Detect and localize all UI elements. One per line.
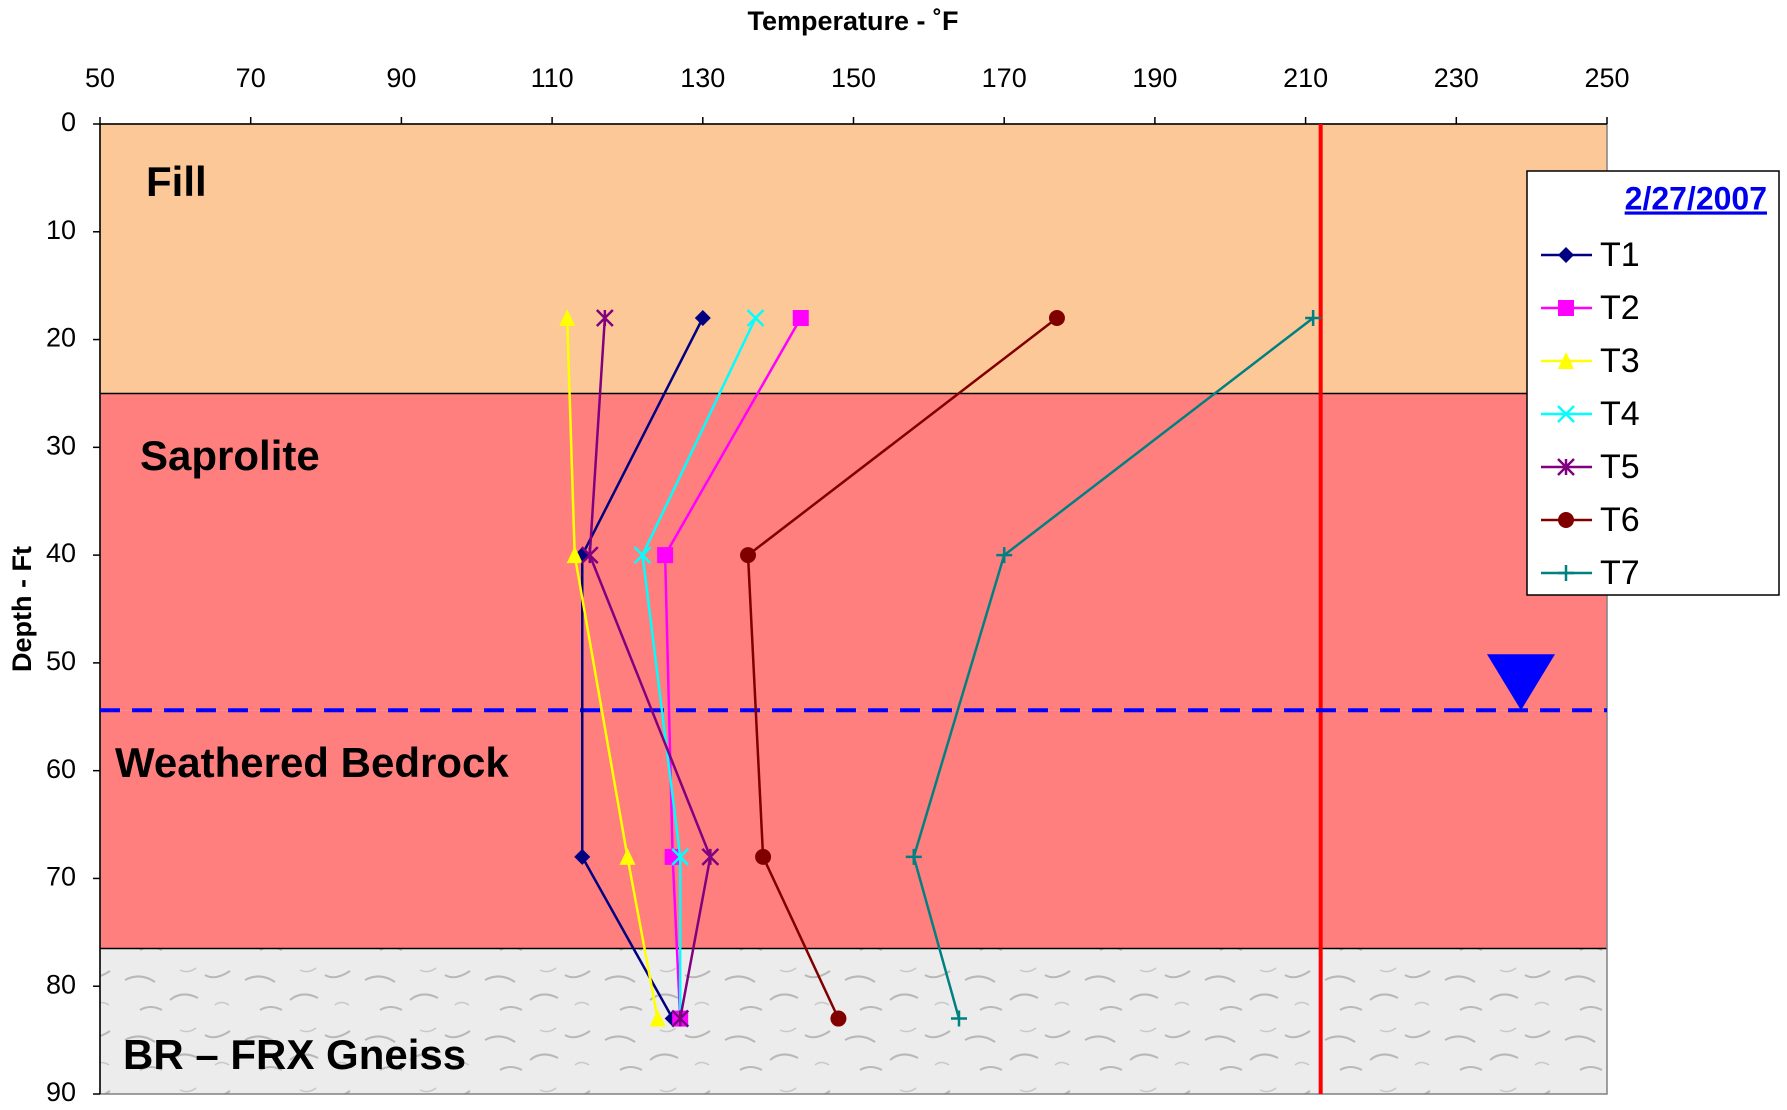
layer-label: Fill	[146, 158, 207, 205]
x-tick-label: 50	[85, 63, 115, 93]
legend: 2/27/2007 T1 T2 T3 T4 T5 T6 T7	[1527, 171, 1779, 595]
x-tick-label: 70	[236, 63, 266, 93]
y-axis-title: Depth - Ft	[7, 546, 37, 672]
x-tick-label: 170	[982, 63, 1027, 93]
y-tick-label: 60	[46, 754, 76, 784]
y-tick-label: 70	[46, 862, 76, 892]
x-tick-label: 150	[831, 63, 876, 93]
legend-label: T5	[1600, 448, 1640, 486]
y-tick-label: 50	[46, 646, 76, 676]
legend-label: T3	[1600, 342, 1640, 380]
x-tick-label: 250	[1584, 63, 1629, 93]
legend-label: T4	[1600, 395, 1640, 433]
y-tick-label: 0	[61, 107, 76, 137]
marker	[755, 849, 771, 865]
y-tick-label: 40	[46, 538, 76, 568]
y-tick-label: 80	[46, 969, 76, 999]
legend-box	[1527, 171, 1779, 595]
layer-label: Weathered Bedrock	[115, 739, 509, 786]
legend-label: T2	[1600, 289, 1640, 327]
y-tick-label: 10	[46, 215, 76, 245]
legend-label: T1	[1600, 236, 1640, 274]
x-tick-label: 90	[386, 63, 416, 93]
x-tick-label: 110	[531, 63, 574, 93]
x-tick-label: 130	[680, 63, 725, 93]
marker	[1049, 310, 1065, 326]
legend-title: 2/27/2007	[1625, 180, 1767, 216]
y-tick-label: 90	[46, 1077, 76, 1107]
marker	[830, 1011, 846, 1027]
layers: Fill Saprolite Weathered Bedrock BR – FRX G…	[100, 124, 1607, 1094]
x-tick-label: 190	[1132, 63, 1177, 93]
x-tick-label: 230	[1434, 63, 1479, 93]
x-tick-label: 210	[1283, 63, 1328, 93]
page: {"chart_data": { "type": "line", "x_labe…	[0, 0, 1787, 1110]
layer-label: BR – FRX Gneiss	[123, 1031, 466, 1078]
marker	[1558, 300, 1574, 316]
legend-label: T7	[1600, 554, 1640, 592]
x-axis-title: Temperature - ˚F	[747, 6, 958, 36]
layer	[100, 124, 1607, 393]
y-tick-label: 20	[46, 323, 76, 353]
marker	[740, 547, 756, 563]
y-tick-label: 30	[46, 430, 76, 460]
marker	[793, 310, 809, 326]
chart: Fill Saprolite Weathered Bedrock BR – FRX G…	[0, 0, 1787, 1110]
layer-label: Saprolite	[140, 432, 320, 479]
legend-label: T6	[1600, 501, 1640, 539]
marker	[657, 547, 673, 563]
layer	[100, 393, 1607, 710]
marker	[1558, 512, 1574, 528]
